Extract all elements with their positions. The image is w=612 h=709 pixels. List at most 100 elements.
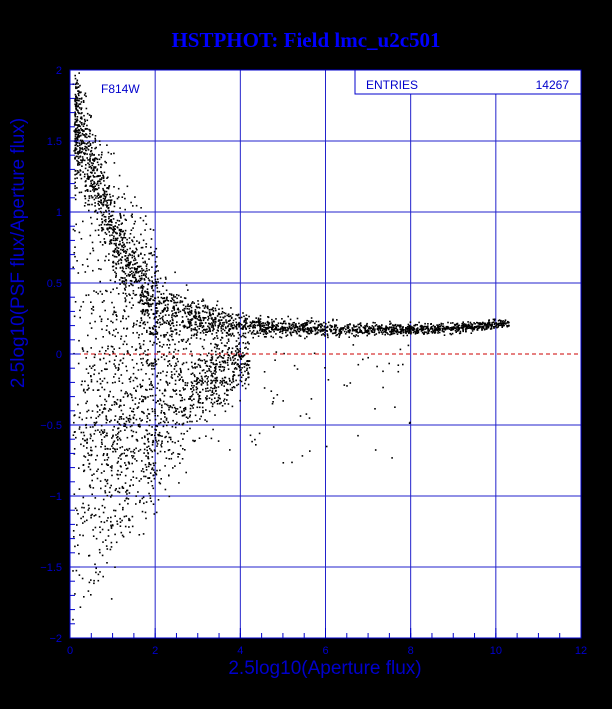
data-point (150, 388, 153, 391)
filter-label: F814W (101, 82, 140, 96)
data-point (145, 517, 147, 520)
data-point (182, 338, 185, 341)
data-point (148, 313, 150, 315)
data-point (471, 323, 474, 326)
data-point (150, 332, 152, 334)
data-point (140, 368, 143, 371)
data-point (131, 424, 133, 427)
data-point (168, 314, 170, 316)
data-point (117, 490, 119, 493)
data-point (151, 368, 153, 370)
data-point (375, 333, 378, 335)
data-point (83, 130, 85, 132)
data-point (74, 135, 77, 137)
data-point (76, 135, 79, 138)
data-point (322, 330, 324, 332)
data-point (190, 322, 192, 325)
data-point (86, 178, 88, 180)
data-point (121, 382, 124, 384)
data-point (294, 329, 297, 332)
data-point (110, 494, 113, 497)
data-point (280, 327, 282, 329)
data-point (76, 137, 79, 140)
data-point (102, 197, 105, 200)
data-point (97, 405, 99, 408)
data-point (95, 567, 97, 570)
data-point (242, 334, 244, 337)
data-point (76, 127, 79, 129)
data-point (210, 349, 213, 352)
data-point (147, 294, 150, 297)
data-point (137, 254, 140, 256)
data-point (194, 311, 197, 314)
data-point (467, 321, 469, 323)
data-point (388, 362, 390, 365)
data-point (114, 335, 116, 338)
data-point (290, 334, 293, 337)
data-point (82, 171, 84, 173)
data-point (368, 333, 370, 335)
data-point (212, 363, 215, 366)
data-point (105, 418, 108, 420)
data-point (99, 551, 101, 554)
data-point (74, 147, 77, 150)
data-point (198, 394, 201, 397)
data-point (302, 326, 304, 329)
data-point (360, 324, 362, 327)
data-point (87, 175, 89, 177)
data-point (77, 134, 80, 136)
data-point (398, 324, 401, 327)
data-point (116, 403, 118, 405)
data-point (303, 330, 305, 333)
data-point (261, 330, 263, 333)
data-point (313, 352, 316, 355)
data-point (317, 329, 320, 331)
data-point (395, 328, 398, 330)
data-point (184, 305, 187, 308)
data-point (168, 408, 170, 411)
data-point (74, 122, 76, 125)
data-point (386, 332, 388, 334)
data-point (196, 406, 199, 409)
data-point (72, 228, 75, 231)
data-point (236, 345, 238, 347)
data-point (396, 330, 399, 332)
data-point (114, 489, 117, 492)
data-point (108, 213, 111, 215)
data-point (218, 308, 220, 310)
data-point (300, 324, 303, 327)
data-point (125, 491, 127, 493)
data-point (276, 324, 279, 326)
data-point (502, 323, 505, 326)
data-point (137, 406, 140, 408)
y-tick-label: −1.5 (40, 562, 62, 574)
data-point (397, 370, 400, 373)
data-point (97, 415, 100, 418)
data-point (487, 322, 489, 324)
data-point (103, 470, 105, 472)
data-point (112, 218, 115, 220)
data-point (402, 334, 405, 337)
data-point (259, 325, 261, 328)
data-point (111, 210, 113, 213)
data-point (73, 536, 75, 538)
data-point (131, 267, 133, 269)
data-point (101, 293, 103, 295)
data-point (125, 252, 127, 254)
data-point (267, 323, 270, 326)
data-point (450, 333, 453, 336)
data-point (215, 343, 217, 346)
data-point (198, 397, 200, 400)
data-point (216, 300, 219, 303)
data-point (133, 236, 135, 239)
data-point (131, 396, 133, 399)
data-point (227, 403, 230, 405)
data-point (251, 331, 254, 333)
data-point (152, 289, 154, 292)
data-point (175, 324, 178, 327)
data-point (153, 368, 155, 370)
data-point (197, 363, 200, 366)
data-point (157, 351, 159, 353)
data-point (150, 285, 153, 288)
data-point (199, 402, 201, 404)
